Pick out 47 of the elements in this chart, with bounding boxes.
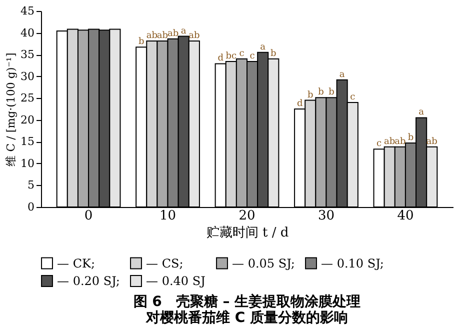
legend-label: — 0.20 SJ; — [57, 274, 120, 288]
y-tick-label: 40 — [20, 26, 34, 40]
x-tick-label: 20 — [238, 208, 256, 224]
data-label: b — [138, 37, 144, 48]
x-tick-label: 0 — [84, 208, 93, 224]
y-tick-label: 45 — [20, 4, 34, 18]
legend-label: — 0.10 SJ; — [321, 256, 384, 270]
data-label: b — [328, 88, 335, 98]
data-label: ab — [156, 31, 168, 42]
data-label: b — [308, 90, 314, 100]
x-axis-title: 贮藏时间 t / d — [206, 226, 289, 240]
legend-label: — 0.05 SJ; — [232, 256, 295, 270]
data-label: a — [339, 70, 346, 80]
x-tick-label: 40 — [397, 208, 414, 224]
y-tick-label: 0 — [28, 200, 34, 214]
x-tick-label: 10 — [159, 208, 176, 224]
data-label: a — [418, 108, 425, 118]
data-label: a — [260, 42, 266, 52]
data-label: b — [318, 88, 324, 98]
text: 图 6 壳聚糖 – 生姜提取物涂膜处理对樱桃番茄维 C 质量分数的影响 — [133, 293, 361, 326]
legend-label: — CS; — [146, 256, 184, 270]
y-tick-label: 20 — [20, 113, 34, 126]
data-label: ab — [146, 31, 158, 42]
data-label: ab — [167, 28, 179, 39]
y-tick-label: 15 — [20, 135, 34, 148]
data-label: c — [239, 48, 244, 59]
y-tick-label: 30 — [20, 70, 34, 83]
y-tick-label: 35 — [20, 48, 34, 62]
data-label: c — [376, 139, 382, 150]
legend-label: — CK; — [57, 256, 96, 270]
data-label: a — [180, 26, 187, 36]
y-tick-label: 25 — [20, 92, 34, 105]
legend-label: — 0.40 SJ — [146, 274, 206, 288]
data-label: b — [270, 48, 277, 59]
y-tick-label: 10 — [20, 156, 34, 170]
data-label: c — [350, 92, 356, 102]
y-tick-label: 5 — [28, 178, 34, 192]
y-axis-title: 维 C / [mg·(100 g)⁻¹] — [4, 52, 18, 166]
data-label: ab — [188, 31, 200, 42]
data-label: d — [218, 54, 224, 64]
data-label: ab — [384, 136, 396, 147]
data-label: c — [250, 52, 255, 62]
data-label: d — [296, 99, 303, 109]
data-label: ab — [394, 136, 406, 147]
x-tick-label: 30 — [318, 208, 335, 224]
data-label: b — [408, 132, 414, 143]
data-label: bc — [226, 52, 237, 62]
